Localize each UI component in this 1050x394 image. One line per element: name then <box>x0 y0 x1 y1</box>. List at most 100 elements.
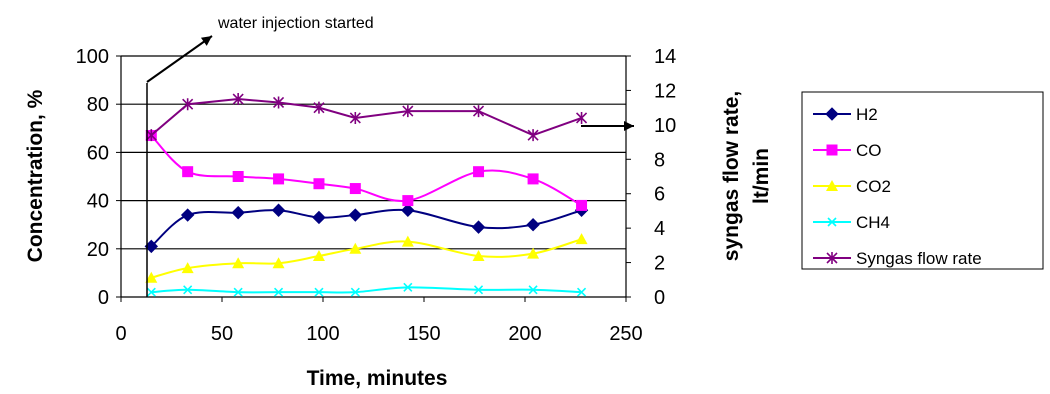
legend-item: Syngas flow rate <box>813 249 982 268</box>
data-point <box>182 166 194 178</box>
data-point <box>527 247 540 259</box>
data-point <box>312 210 326 225</box>
series-line <box>151 238 582 279</box>
x-tick-label: 100 <box>306 323 339 345</box>
arrow-head <box>624 121 634 131</box>
arrow-shaft <box>146 35 213 83</box>
legend: H2 CO CO2 CH4 Syngas flow rate <box>801 91 1044 270</box>
legend-label: CH4 <box>856 213 890 232</box>
data-point <box>232 171 244 182</box>
legend-item: H2 <box>813 105 878 124</box>
legend-item: CO2 <box>813 177 891 196</box>
data-point <box>576 199 588 211</box>
legend-item: CO <box>813 141 882 160</box>
legend-label: CO <box>856 141 882 160</box>
data-point <box>527 173 539 185</box>
y2-tick-label: 10 <box>654 115 676 137</box>
data-point <box>349 111 361 124</box>
y2-tick-label: 2 <box>654 253 665 275</box>
data-point <box>401 203 415 217</box>
y2-tick-label: 4 <box>654 218 665 240</box>
x-tick-label: 50 <box>211 323 233 345</box>
data-point <box>401 235 414 247</box>
data-point <box>145 129 157 142</box>
legend-label: H2 <box>856 105 878 124</box>
data-point <box>575 111 588 124</box>
data-point <box>312 250 325 262</box>
data-point <box>472 105 485 118</box>
data-point <box>273 287 284 297</box>
annotation-arrows <box>146 35 634 297</box>
data-point <box>349 183 361 195</box>
data-point <box>473 166 485 178</box>
data-point <box>350 287 360 297</box>
y2-tick-label: 8 <box>654 149 665 171</box>
y-tick-label: 40 <box>87 191 109 213</box>
data-point <box>528 285 538 295</box>
x-tick-label: 0 <box>115 323 126 345</box>
data-point <box>182 98 194 111</box>
series-layer <box>144 93 589 297</box>
data-point <box>233 287 243 297</box>
y-tick-label: 20 <box>87 239 109 261</box>
annotation-text: water injection started <box>217 15 374 32</box>
y-tick-label: 80 <box>87 94 109 116</box>
y2-tick-label: 14 <box>654 46 676 68</box>
data-point <box>232 93 244 106</box>
y2-tick-label: 0 <box>654 287 665 309</box>
series-line <box>150 98 582 137</box>
data-point <box>826 180 838 191</box>
data-point <box>402 195 414 207</box>
data-point <box>314 287 324 297</box>
data-point <box>180 208 195 222</box>
data-point <box>271 203 286 217</box>
data-point <box>472 250 485 262</box>
data-point <box>273 173 285 185</box>
arrow-head <box>200 36 212 46</box>
data-point <box>272 257 285 269</box>
series-syngas-flow-rate <box>145 93 588 142</box>
data-point <box>231 205 245 220</box>
y-tick-label: 100 <box>76 46 109 68</box>
y2-axis-title-line1: syngas flow rate, <box>720 91 743 261</box>
y2-axis-title-line2: lt/min <box>750 148 773 204</box>
data-point <box>183 285 193 295</box>
data-point <box>272 96 285 109</box>
data-point <box>826 252 838 264</box>
data-point <box>313 101 325 114</box>
x-axis-title: Time, minutes <box>307 367 448 390</box>
series-co <box>145 130 588 211</box>
data-point <box>146 287 156 297</box>
data-point <box>575 233 588 245</box>
series-h2 <box>144 203 589 254</box>
data-point <box>181 262 194 274</box>
series-line <box>150 208 582 248</box>
legend-box <box>801 91 1044 270</box>
data-point <box>349 242 362 254</box>
data-point <box>313 178 325 190</box>
grid-lines <box>121 55 626 250</box>
data-point <box>403 282 413 292</box>
data-point <box>526 217 540 232</box>
x-tick-label: 150 <box>407 323 440 345</box>
data-point <box>826 144 838 156</box>
data-point <box>825 107 839 121</box>
data-point <box>232 257 245 269</box>
data-point <box>145 271 158 283</box>
data-point <box>402 105 414 118</box>
y-tick-label: 60 <box>87 142 109 164</box>
data-point <box>471 220 486 234</box>
legend-label: CO2 <box>856 177 891 196</box>
y2-tick-label: 12 <box>654 80 676 102</box>
legend-label: Syngas flow rate <box>856 249 982 268</box>
x-tick-label: 200 <box>508 323 541 345</box>
data-point <box>348 208 363 222</box>
data-point <box>473 285 484 295</box>
series-ch4 <box>146 282 587 297</box>
series-line <box>150 134 583 207</box>
data-point <box>576 287 587 297</box>
legend-item: CH4 <box>813 213 890 232</box>
y-tick-label: 0 <box>98 287 109 309</box>
data-point <box>827 217 837 227</box>
